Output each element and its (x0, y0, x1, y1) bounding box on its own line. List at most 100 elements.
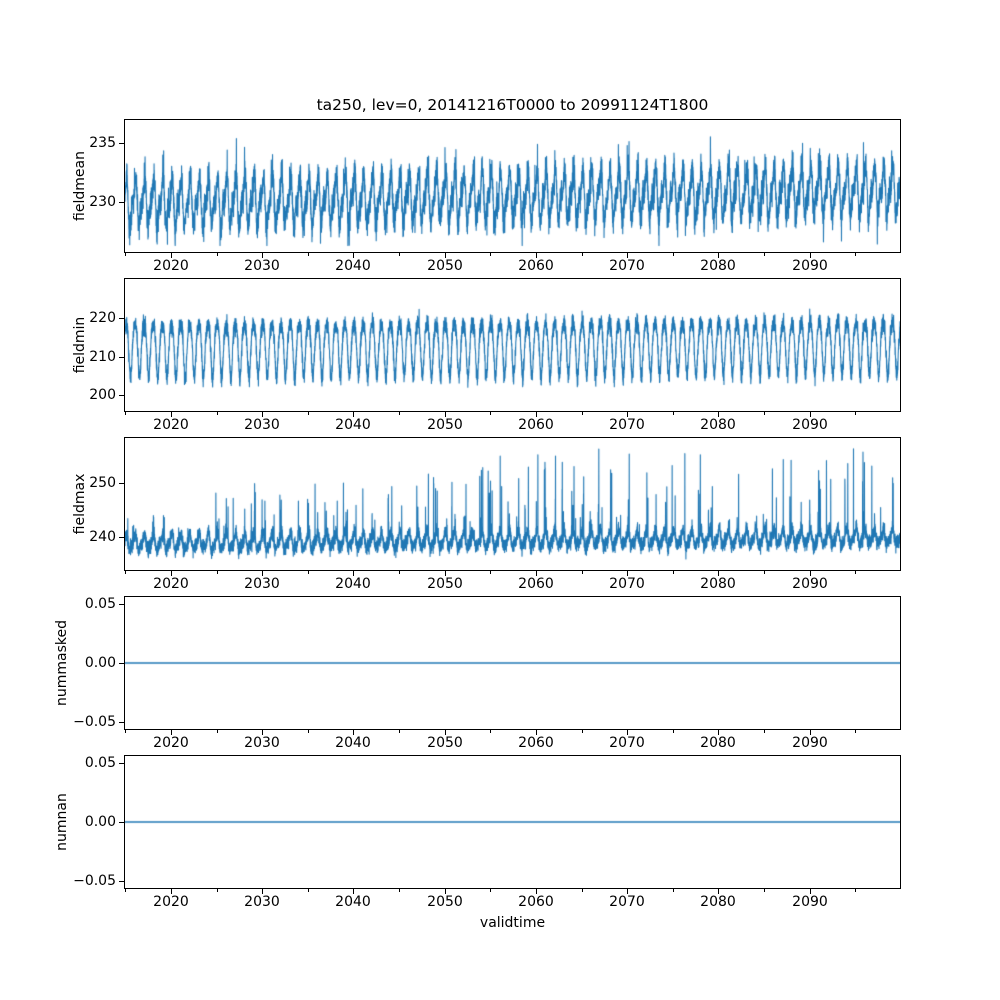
x-tick-major (627, 412, 628, 417)
x-tick-major (171, 412, 172, 417)
y-tick (119, 483, 124, 484)
x-tick-label: 2060 (518, 576, 554, 592)
x-tick-major (353, 253, 354, 258)
x-tick-major (536, 412, 537, 417)
subplot-numnan (124, 755, 901, 889)
x-tick-minor (125, 412, 126, 415)
x-tick-label: 2060 (518, 735, 554, 751)
x-tick-minor (217, 730, 218, 733)
x-tick-minor (673, 253, 674, 256)
x-tick-label: 2030 (244, 417, 280, 433)
y-tick (119, 763, 124, 764)
x-tick-major (536, 571, 537, 576)
y-tick (119, 318, 124, 319)
x-tick-minor (764, 253, 765, 256)
x-tick-major (718, 889, 719, 894)
x-tick-major (810, 571, 811, 576)
x-tick-major (536, 889, 537, 894)
x-tick-label: 2020 (153, 735, 189, 751)
y-tick-label: 0.05 (84, 596, 116, 612)
x-tick-label: 2050 (427, 735, 463, 751)
x-tick-major (262, 253, 263, 258)
x-tick-label: 2090 (792, 894, 828, 910)
x-tick-major (171, 571, 172, 576)
x-tick-minor (673, 730, 674, 733)
nummasked-series-canvas (125, 597, 900, 729)
x-tick-major (171, 730, 172, 735)
subplot-fieldmin (124, 278, 901, 412)
x-tick-minor (855, 412, 856, 415)
y-tick (119, 604, 124, 605)
x-tick-label: 2020 (153, 258, 189, 274)
x-tick-minor (582, 412, 583, 415)
x-tick-label: 2070 (609, 417, 645, 433)
x-tick-major (445, 571, 446, 576)
y-tick (119, 357, 124, 358)
y-tick-label: 240 (89, 529, 116, 545)
x-tick-label: 2050 (427, 258, 463, 274)
x-tick-label: 2090 (792, 576, 828, 592)
x-tick-major (536, 253, 537, 258)
x-tick-minor (490, 730, 491, 733)
x-tick-label: 2040 (335, 417, 371, 433)
x-tick-minor (399, 253, 400, 256)
x-tick-minor (764, 730, 765, 733)
y-tick-label: 230 (89, 194, 116, 210)
y-tick (119, 822, 124, 823)
x-tick-label: 2090 (792, 417, 828, 433)
x-tick-minor (855, 253, 856, 256)
x-tick-major (718, 571, 719, 576)
y-tick (119, 537, 124, 538)
x-tick-label: 2020 (153, 417, 189, 433)
x-tick-label: 2040 (335, 894, 371, 910)
fieldmax-series-canvas (125, 438, 900, 570)
x-tick-minor (125, 730, 126, 733)
x-tick-major (627, 889, 628, 894)
x-tick-minor (308, 412, 309, 415)
y-tick (119, 722, 124, 723)
x-tick-label: 2030 (244, 894, 280, 910)
x-tick-major (810, 889, 811, 894)
x-tick-major (445, 889, 446, 894)
x-tick-label: 2020 (153, 894, 189, 910)
x-tick-major (445, 253, 446, 258)
y-tick-label: 0.00 (84, 655, 116, 671)
x-tick-minor (399, 730, 400, 733)
x-tick-minor (217, 889, 218, 892)
x-tick-minor (764, 571, 765, 574)
x-tick-label: 2080 (700, 417, 736, 433)
x-tick-minor (308, 730, 309, 733)
x-tick-minor (673, 571, 674, 574)
x-tick-major (718, 253, 719, 258)
subplot-fieldmax (124, 437, 901, 571)
x-tick-minor (490, 412, 491, 415)
x-tick-major (353, 412, 354, 417)
x-tick-label: 2070 (609, 735, 645, 751)
x-tick-major (171, 889, 172, 894)
x-tick-major (262, 412, 263, 417)
y-tick-label: 200 (89, 387, 116, 403)
x-tick-minor (855, 730, 856, 733)
x-tick-label: 2050 (427, 417, 463, 433)
x-tick-minor (673, 889, 674, 892)
x-tick-major (353, 571, 354, 576)
x-tick-minor (490, 253, 491, 256)
x-tick-major (718, 730, 719, 735)
x-tick-minor (125, 253, 126, 256)
x-tick-label: 2020 (153, 576, 189, 592)
y-tick-label: −0.05 (73, 714, 116, 730)
x-tick-major (262, 571, 263, 576)
x-tick-minor (490, 889, 491, 892)
x-tick-major (262, 889, 263, 894)
y-tick (119, 202, 124, 203)
x-tick-minor (582, 253, 583, 256)
x-tick-label: 2080 (700, 576, 736, 592)
x-tick-major (445, 412, 446, 417)
x-tick-minor (399, 571, 400, 574)
x-tick-minor (308, 253, 309, 256)
fieldmin-series-canvas (125, 279, 900, 411)
fieldmean-series-canvas (125, 120, 900, 252)
y-tick-label: 250 (89, 475, 116, 491)
x-tick-major (171, 253, 172, 258)
x-tick-label: 2030 (244, 258, 280, 274)
